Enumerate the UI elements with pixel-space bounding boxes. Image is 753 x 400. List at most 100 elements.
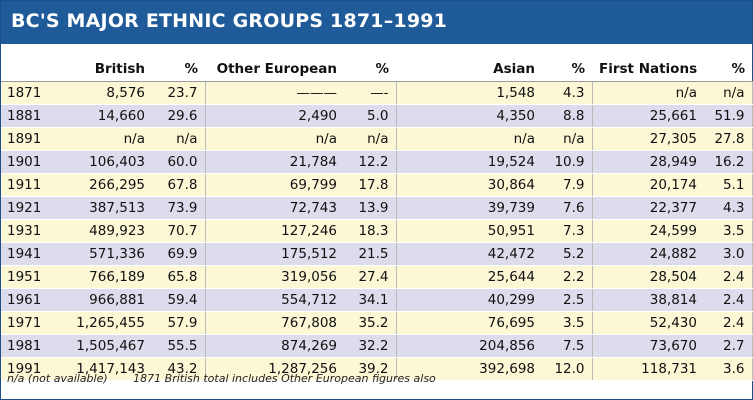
cell-asian: 40,299 (396, 289, 542, 312)
cell-british-pct: 23.7 (152, 82, 205, 105)
cell-asian: n/a (396, 128, 542, 151)
cell-british-pct: 57.9 (152, 312, 205, 335)
cell-asian-pct: 7.9 (542, 174, 592, 197)
cell-british: 14,660 (64, 105, 152, 128)
cell-asian-pct: 8.8 (542, 105, 592, 128)
cell-other-european-pct: 32.2 (344, 335, 396, 358)
cell-year: 1881 (1, 105, 64, 128)
cell-first-nations: 28,504 (592, 266, 704, 289)
table-row: 1931 489,923 70.7 127,246 18.3 50,951 7.3 24,59… (1, 220, 752, 243)
cell-first-nations-pct: 2.4 (704, 312, 752, 335)
cell-year: 1931 (1, 220, 64, 243)
cell-other-european-pct: 21.5 (344, 243, 396, 266)
cell-british-pct: 55.5 (152, 335, 205, 358)
cell-british: n/a (64, 128, 152, 151)
cell-other-european-pct: 13.9 (344, 197, 396, 220)
cell-first-nations-pct: 5.1 (704, 174, 752, 197)
table-row: 1881 14,660 29.6 2,490 5.0 4,350 8.8 25,661 51.9 (1, 105, 752, 128)
cell-british: 387,513 (64, 197, 152, 220)
title-bar: BC'S MAJOR ETHNIC GROUPS 1871–1991 (1, 1, 752, 44)
cell-other-european: 69,799 (205, 174, 344, 197)
cell-other-european: 319,056 (205, 266, 344, 289)
cell-asian: 30,864 (396, 174, 542, 197)
cell-other-european-pct: 5.0 (344, 105, 396, 128)
table-row: 1961 966,881 59.4 554,712 34.1 40,299 2.5 38,81… (1, 289, 752, 312)
cell-first-nations-pct: 3.0 (704, 243, 752, 266)
table-row: 1951 766,189 65.8 319,056 27.4 25,644 2.2 28,50… (1, 266, 752, 289)
cell-asian-pct: 3.5 (542, 312, 592, 335)
column-header-year (1, 56, 64, 82)
cell-other-european: 874,269 (205, 335, 344, 358)
cell-other-european-pct: 17.8 (344, 174, 396, 197)
cell-british-pct: 70.7 (152, 220, 205, 243)
cell-year: 1961 (1, 289, 64, 312)
cell-asian-pct: 7.6 (542, 197, 592, 220)
cell-other-european: n/a (205, 128, 344, 151)
cell-asian-pct: 7.3 (542, 220, 592, 243)
cell-british-pct: 69.9 (152, 243, 205, 266)
cell-asian: 4,350 (396, 105, 542, 128)
cell-first-nations-pct: 2.4 (704, 266, 752, 289)
cell-british: 266,295 (64, 174, 152, 197)
cell-first-nations-pct: n/a (704, 82, 752, 105)
column-header-asian: Asian (396, 56, 542, 82)
cell-british-pct: 73.9 (152, 197, 205, 220)
cell-other-european-pct: —- (344, 82, 396, 105)
footnote-1871: 1871 British total includes Other Europe… (133, 372, 436, 385)
cell-other-european: 21,784 (205, 151, 344, 174)
cell-first-nations: 24,882 (592, 243, 704, 266)
table-row: 1901 106,403 60.0 21,784 12.2 19,524 10.9 28,94… (1, 151, 752, 174)
cell-first-nations: 25,661 (592, 105, 704, 128)
cell-other-european-pct: 34.1 (344, 289, 396, 312)
cell-other-european: 127,246 (205, 220, 344, 243)
cell-first-nations: 38,814 (592, 289, 704, 312)
cell-asian-pct: 2.2 (542, 266, 592, 289)
column-header-first-nations: First Nations (592, 56, 704, 82)
cell-first-nations-pct: 2.4 (704, 289, 752, 312)
cell-british-pct: n/a (152, 128, 205, 151)
table-row: 1971 1,265,455 57.9 767,808 35.2 76,695 3.5 52,… (1, 312, 752, 335)
cell-british: 1,265,455 (64, 312, 152, 335)
column-header-other-european-pct: % (344, 56, 396, 82)
cell-first-nations-pct: 16.2 (704, 151, 752, 174)
cell-other-european: 175,512 (205, 243, 344, 266)
cell-british-pct: 60.0 (152, 151, 205, 174)
cell-other-european: 554,712 (205, 289, 344, 312)
column-header-other-european: Other European (205, 56, 344, 82)
cell-british-pct: 59.4 (152, 289, 205, 312)
table-row: 1941 571,336 69.9 175,512 21.5 42,472 5.2 24,88… (1, 243, 752, 266)
cell-other-european: 72,743 (205, 197, 344, 220)
cell-year: 1921 (1, 197, 64, 220)
cell-year: 1901 (1, 151, 64, 174)
cell-year: 1941 (1, 243, 64, 266)
cell-asian-pct: 5.2 (542, 243, 592, 266)
ethnic-groups-table: British % Other European % Asian % First… (1, 56, 753, 381)
column-header-british: British (64, 56, 152, 82)
cell-asian: 204,856 (396, 335, 542, 358)
column-header-asian-pct: % (542, 56, 592, 82)
cell-british: 571,336 (64, 243, 152, 266)
cell-asian: 39,739 (396, 197, 542, 220)
cell-first-nations-pct: 2.7 (704, 335, 752, 358)
cell-british: 1,505,467 (64, 335, 152, 358)
cell-other-european: 767,808 (205, 312, 344, 335)
page-title: BC'S MAJOR ETHNIC GROUPS 1871–1991 (11, 10, 447, 32)
cell-year: 1891 (1, 128, 64, 151)
table-row: 1921 387,513 73.9 72,743 13.9 39,739 7.6 22,377… (1, 197, 752, 220)
cell-first-nations: 20,174 (592, 174, 704, 197)
table-body: 1871 8,576 23.7 ——— —- 1,548 4.3 n/a n/a 1881 14,6… (1, 82, 752, 381)
table-row: 1891 n/a n/a n/a n/a n/a n/a 27,305 27.8 (1, 128, 752, 151)
cell-first-nations: 28,949 (592, 151, 704, 174)
cell-other-european-pct: n/a (344, 128, 396, 151)
cell-first-nations: 73,670 (592, 335, 704, 358)
cell-year: 1971 (1, 312, 64, 335)
cell-asian: 76,695 (396, 312, 542, 335)
cell-first-nations-pct: 51.9 (704, 105, 752, 128)
footnotes: n/a (not available) 1871 British total i… (7, 372, 747, 385)
cell-british: 966,881 (64, 289, 152, 312)
cell-british: 106,403 (64, 151, 152, 174)
cell-british: 8,576 (64, 82, 152, 105)
cell-other-european-pct: 27.4 (344, 266, 396, 289)
cell-british-pct: 67.8 (152, 174, 205, 197)
cell-first-nations: 24,599 (592, 220, 704, 243)
